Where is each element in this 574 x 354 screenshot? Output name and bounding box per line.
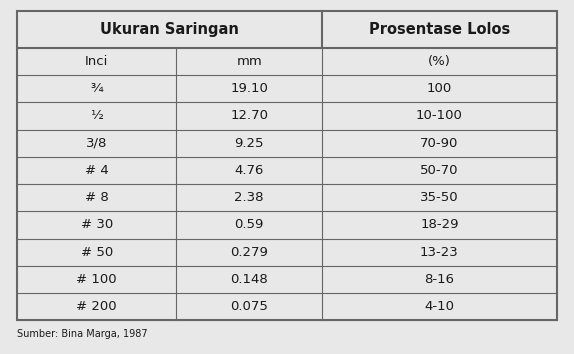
Text: 35-50: 35-50: [420, 191, 459, 204]
Text: 18-29: 18-29: [420, 218, 459, 232]
Text: 50-70: 50-70: [420, 164, 459, 177]
Text: Inci: Inci: [85, 55, 108, 68]
Text: ¾: ¾: [91, 82, 103, 95]
Text: # 200: # 200: [76, 300, 117, 313]
Text: 10-100: 10-100: [416, 109, 463, 122]
Text: 12.70: 12.70: [230, 109, 268, 122]
Text: # 8: # 8: [85, 191, 108, 204]
Text: 9.25: 9.25: [235, 137, 264, 150]
Text: (%): (%): [428, 55, 451, 68]
Text: 4.76: 4.76: [235, 164, 264, 177]
Text: 8-16: 8-16: [424, 273, 455, 286]
Text: 0.59: 0.59: [235, 218, 264, 232]
Text: Prosentase Lolos: Prosentase Lolos: [369, 22, 510, 37]
Text: 2.38: 2.38: [235, 191, 264, 204]
Text: 0.148: 0.148: [230, 273, 268, 286]
Text: 13-23: 13-23: [420, 246, 459, 259]
Text: 3/8: 3/8: [86, 137, 107, 150]
Text: # 100: # 100: [76, 273, 117, 286]
Text: 19.10: 19.10: [230, 82, 268, 95]
Text: 100: 100: [427, 82, 452, 95]
Text: 4-10: 4-10: [424, 300, 455, 313]
Text: # 30: # 30: [81, 218, 113, 232]
Text: 70-90: 70-90: [420, 137, 459, 150]
Text: Sumber: Bina Marga, 1987: Sumber: Bina Marga, 1987: [17, 329, 148, 339]
Text: 0.075: 0.075: [230, 300, 268, 313]
Text: # 4: # 4: [85, 164, 108, 177]
Text: mm: mm: [236, 55, 262, 68]
Text: # 50: # 50: [81, 246, 113, 259]
Text: ½: ½: [90, 109, 103, 122]
Text: 0.279: 0.279: [230, 246, 268, 259]
Text: Ukuran Saringan: Ukuran Saringan: [100, 22, 239, 37]
